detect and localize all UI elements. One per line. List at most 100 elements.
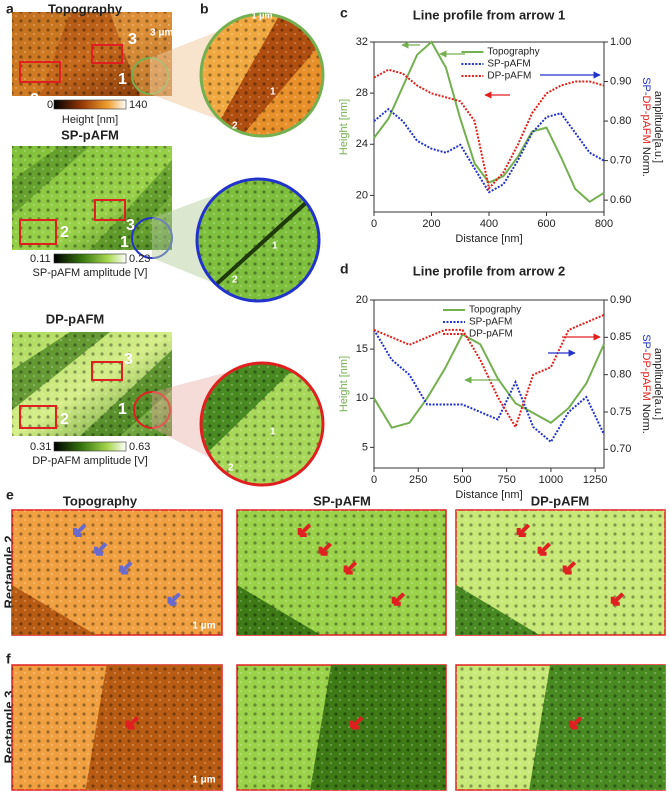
dp-map — [12, 332, 172, 436]
y-tick-label: 24 — [356, 138, 368, 150]
detail-texture — [12, 665, 222, 790]
red-arrow — [318, 542, 333, 556]
marker: 1 — [272, 241, 278, 252]
detail-texture — [456, 665, 665, 790]
y2-axis-label: SP-DP-pAFM Norm. — [640, 77, 652, 177]
y2-label-part: Norm. — [640, 401, 652, 434]
marker: 3 — [126, 217, 135, 234]
colorbar-max: 0.63 — [129, 441, 150, 453]
marker: 1 — [118, 71, 127, 88]
marker: 2 — [232, 275, 238, 286]
colorbar-min: 0.31 — [30, 441, 51, 453]
scale-bar: 1 μm — [192, 775, 215, 786]
map-title: Topography — [48, 1, 123, 16]
zoom-dp — [201, 363, 323, 485]
series-line — [373, 333, 605, 429]
y-tick-label: 20 — [356, 294, 368, 306]
y-tick-label: 20 — [356, 189, 368, 201]
scale-bar: 3 μm — [150, 28, 173, 39]
y-tick-label: 28 — [356, 87, 368, 99]
y2-tick-label: 1.00 — [610, 36, 631, 48]
panel-letter: d — [340, 261, 349, 277]
marker: 2 — [228, 463, 234, 474]
y2-label-part: DP-pAFM — [640, 96, 652, 144]
red-arrow — [119, 561, 133, 575]
red-arrow — [610, 592, 625, 606]
x-tick-label: 600 — [537, 218, 555, 230]
y2-axis-label: amplitude[a.u.] — [652, 91, 664, 163]
red-arrow — [391, 592, 406, 606]
colorbar-label: DP-pAFM amplitude [V] — [32, 455, 148, 467]
x-tick-label: 200 — [422, 218, 440, 230]
zoom-frame — [199, 12, 325, 138]
scale-bar: 1 μm — [251, 10, 272, 20]
y2-tick-label: 0.80 — [610, 369, 631, 381]
x-tick-label: 250 — [409, 474, 427, 486]
column-title: Topography — [63, 493, 138, 508]
zoom-frame — [195, 177, 321, 303]
legend-label: Topography — [469, 305, 521, 316]
legend-label: SP-pAFM — [487, 59, 530, 70]
detail-texture — [237, 510, 446, 635]
y2-tick-label: 0.85 — [610, 331, 631, 343]
y-axis-label: Height [nm] — [338, 356, 350, 412]
colorbar-label: SP-pAFM amplitude [V] — [33, 267, 148, 279]
y2-tick-label: 0.90 — [610, 294, 631, 306]
y2-tick-label: 0.70 — [610, 443, 631, 455]
detail-images — [11, 509, 666, 791]
x-tick-label: 800 — [595, 218, 613, 230]
x-tick-label: 1000 — [539, 474, 563, 486]
y-tick-label: 15 — [356, 343, 368, 355]
x-axis-label: Distance [nm] — [455, 233, 522, 245]
detail-texture — [237, 665, 446, 790]
colorbar-min: 0.11 — [30, 253, 51, 265]
x-axis-label: Distance [nm] — [455, 489, 522, 501]
series-line — [373, 68, 605, 191]
y-tick-label: 32 — [356, 36, 368, 48]
red-arrow — [349, 716, 364, 730]
marker: 2 — [30, 91, 39, 108]
marker: 2 — [60, 411, 69, 428]
y2-tick-label: 0.75 — [610, 406, 631, 418]
y-tick-label: 10 — [356, 392, 368, 404]
zoom-frame — [199, 361, 325, 487]
map-title: SP-pAFM — [61, 127, 119, 142]
plot-frame — [373, 299, 605, 469]
zoom-sp — [197, 179, 319, 301]
zoom-topography — [201, 14, 323, 136]
series-line — [373, 40, 605, 204]
colorbar-min: 0 — [47, 99, 53, 111]
y2-label-part: SP- — [640, 334, 652, 353]
panel-letter: c — [340, 5, 348, 21]
red-arrow — [516, 523, 531, 537]
y2-axis-label: SP-DP-pAFM Norm. — [640, 334, 652, 434]
legend-label: DP-pAFM — [469, 329, 513, 340]
topography-map — [12, 12, 172, 96]
y2-tick-label: 0.70 — [610, 155, 631, 167]
y2-axis-label: amplitude[a.u.] — [652, 348, 664, 420]
x-tick-label: 0 — [371, 474, 377, 486]
line-charts: Line profile from arrow 10 200 400 600 80020… — [338, 7, 664, 500]
red-arrow — [167, 592, 181, 606]
panel-letter: b — [200, 1, 209, 17]
red-arrow — [537, 542, 552, 556]
marker: 1 — [118, 401, 127, 418]
series-line — [373, 107, 605, 194]
x-tick-label: 500 — [453, 474, 471, 486]
marker: 2 — [232, 121, 238, 132]
red-arrow — [568, 716, 583, 730]
colorbar — [53, 99, 127, 110]
y2-label-part: DP-pAFM — [640, 353, 652, 401]
x-tick-label: 750 — [498, 474, 516, 486]
marker: 2 — [60, 224, 69, 241]
scale-bar: 1 μm — [192, 621, 215, 632]
y-tick-label: 5 — [362, 441, 368, 453]
red-arrow — [343, 561, 358, 575]
panel-letter: e — [6, 487, 14, 503]
red-arrow — [125, 716, 139, 730]
panel-letter: a — [6, 1, 14, 17]
red-arrow — [94, 542, 108, 556]
marker: 1 — [270, 87, 276, 98]
marker: 3 — [124, 351, 133, 368]
